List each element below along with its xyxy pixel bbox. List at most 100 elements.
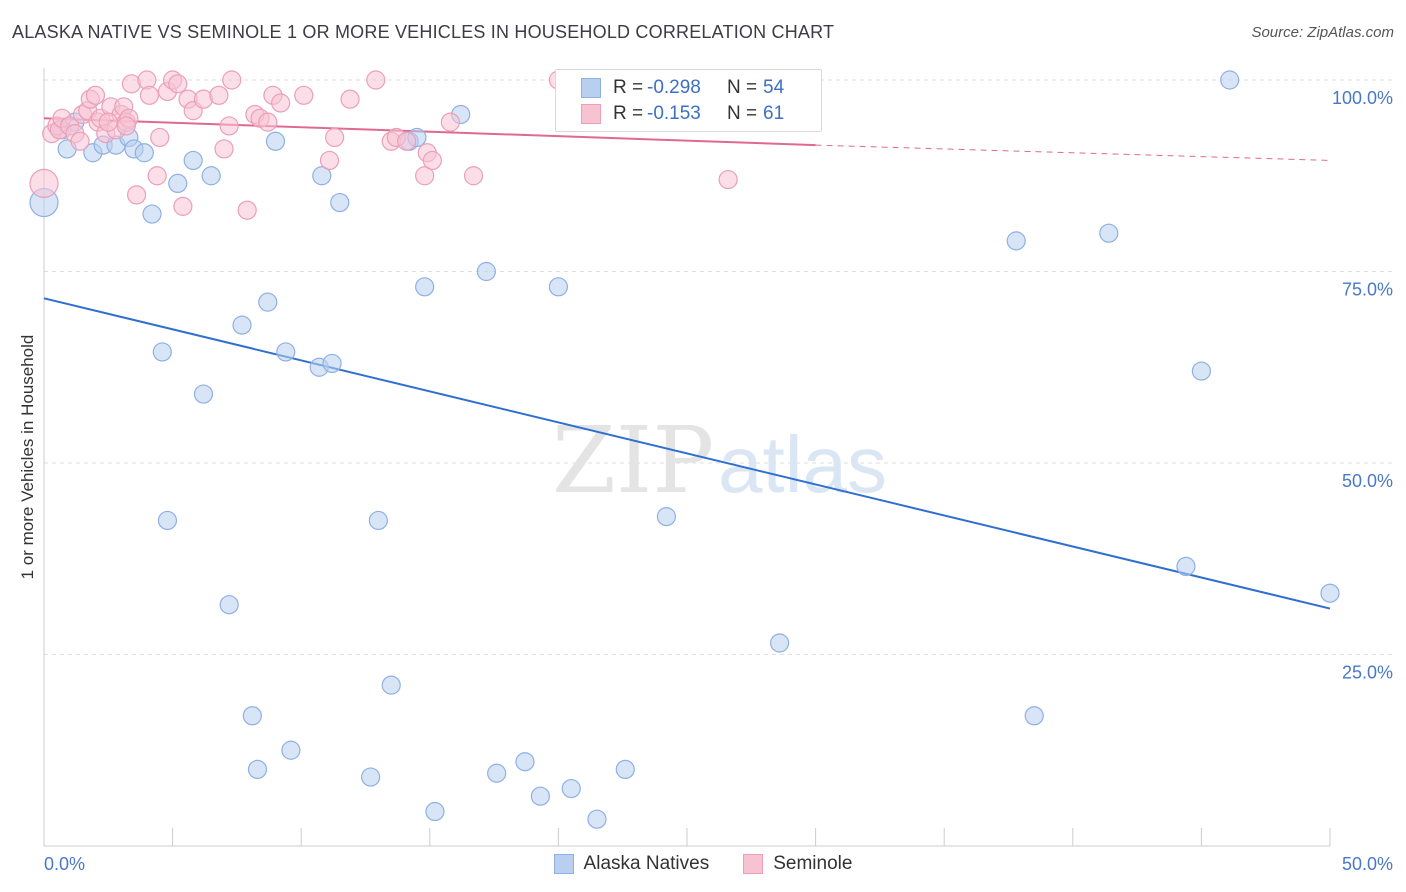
alaska-point: [368, 510, 388, 531]
alaska-point: [415, 277, 435, 297]
seminole-r-label: R =: [613, 103, 644, 124]
seminole-point: [168, 74, 188, 94]
seminole-point: [415, 166, 435, 186]
data-points: [29, 70, 1340, 829]
alaska-point: [281, 740, 301, 760]
seminole-n-value: 61: [763, 103, 785, 124]
alaska-point: [769, 633, 790, 653]
legend-row-seminole: R = -0.153 N = 61: [581, 102, 784, 126]
trend-lines: [43, 117, 1331, 610]
alaska-swatch: [581, 78, 601, 98]
alaska-legend-label: Alaska Natives: [583, 853, 710, 874]
seminole-legend-swatch: [743, 854, 764, 874]
seminole-trend-line: [43, 117, 816, 147]
seminole-point: [85, 85, 106, 105]
alaska-point: [425, 801, 445, 822]
source-credit: Source: ZipAtlas.com: [1251, 24, 1394, 41]
alaska-point: [1191, 361, 1212, 381]
alaska-point: [656, 507, 677, 527]
x-tick-label: 50.0%: [1342, 854, 1393, 874]
seminole-point: [294, 85, 314, 105]
seminole-point: [147, 166, 167, 186]
seminole-point: [422, 150, 442, 171]
alaska-point: [1220, 70, 1240, 90]
seminole-point: [271, 93, 291, 113]
seminole-point: [319, 150, 340, 171]
alaska-r-label: R =: [613, 77, 644, 98]
alaska-point: [530, 786, 550, 806]
alaska-point: [168, 173, 188, 194]
alaska-point: [361, 767, 381, 787]
alaska-r-value: -0.298: [647, 77, 701, 98]
alaska-point: [232, 315, 252, 335]
legend-item-alaska[interactable]: Alaska Natives: [553, 852, 710, 876]
seminole-point: [214, 139, 234, 159]
alaska-point: [276, 342, 296, 362]
seminole-r-value: -0.153: [647, 103, 701, 124]
grid-lines: [44, 79, 1392, 655]
alaska-point: [258, 292, 278, 312]
seminole-swatch: [581, 104, 601, 124]
alaska-point: [265, 131, 286, 151]
alaska-point: [587, 809, 607, 829]
seminole-point: [397, 131, 417, 151]
seminole-point: [150, 127, 170, 148]
alaska-point: [1099, 223, 1119, 243]
seminole-point: [237, 200, 257, 220]
y-tick-label: 25.0%: [1342, 663, 1393, 683]
alaska-point: [219, 595, 239, 615]
alaska-point: [615, 759, 635, 780]
alaska-point: [476, 261, 496, 282]
watermark-zip: ZIP: [552, 407, 714, 514]
seminole-point: [258, 112, 278, 132]
alaska-point: [487, 763, 507, 783]
seminole-point: [116, 116, 136, 136]
alaska-n-label: N =: [727, 77, 758, 98]
seminole-point: [173, 196, 193, 216]
alaska-point: [1320, 583, 1340, 603]
seminole-point: [340, 89, 360, 109]
seminole-point: [463, 166, 484, 186]
legend-row-alaska: R = -0.298 N = 54: [581, 76, 784, 100]
y-tick-label: 100.0%: [1332, 88, 1393, 108]
legend-item-seminole[interactable]: Seminole: [743, 852, 852, 876]
alaska-point: [1024, 706, 1044, 726]
alaska-point: [381, 675, 401, 695]
alaska-point: [312, 166, 332, 186]
seminole-n-label: N =: [727, 103, 758, 124]
alaska-point: [183, 150, 203, 171]
seminole-point: [366, 70, 386, 90]
seminole-point: [222, 70, 242, 90]
seminole-point: [440, 112, 460, 132]
seminole-point: [29, 168, 59, 199]
series-legend: Alaska Natives Seminole: [0, 852, 1406, 876]
y-tick-label: 75.0%: [1342, 280, 1393, 300]
alaska-n-value: 54: [763, 77, 785, 98]
correlation-legend: R = -0.298 N = 54 R = -0.153 N = 61: [555, 69, 822, 132]
alaska-point: [1176, 556, 1196, 577]
alaska-point: [515, 752, 535, 772]
alaska-point: [322, 353, 342, 374]
alaska-point: [1006, 231, 1026, 251]
seminole-point: [325, 127, 345, 148]
alaska-point: [242, 706, 262, 726]
seminole-point: [718, 169, 738, 190]
alaska-point: [142, 204, 162, 224]
alaska-point: [157, 510, 178, 531]
seminole-point: [139, 85, 160, 105]
alaska-point: [548, 277, 569, 297]
seminole-point: [209, 85, 229, 105]
alaska-legend-swatch: [553, 854, 574, 874]
seminole-point: [98, 112, 118, 132]
seminole-legend-label: Seminole: [773, 853, 853, 874]
seminole-point: [219, 116, 239, 136]
alaska-point: [247, 759, 268, 780]
alaska-point: [330, 192, 350, 213]
seminole-point: [70, 131, 90, 151]
alaska-point: [193, 384, 214, 404]
alaska-point: [152, 342, 172, 362]
x-tick-labels: 0.0% 50.0%: [44, 854, 1393, 874]
alaska-point: [134, 143, 154, 163]
seminole-point: [126, 185, 147, 205]
